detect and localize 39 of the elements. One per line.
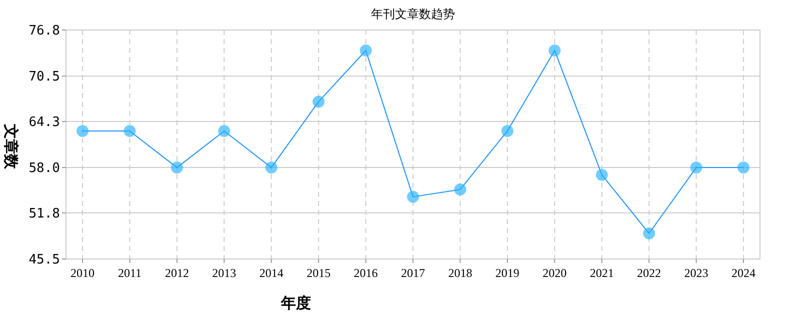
point [407, 190, 419, 203]
point [360, 44, 372, 56]
x-tick-label: 2019 [495, 266, 520, 280]
y-tick-label: 58.0 [28, 161, 60, 176]
point [596, 168, 608, 181]
y-tick-label: 51.8 [28, 206, 60, 222]
x-tick-label: 2018 [448, 266, 472, 280]
point [454, 183, 466, 196]
x-tick-label: 2024 [731, 266, 756, 280]
x-tick-label: 2022 [637, 266, 662, 280]
point [737, 162, 750, 174]
x-tick-label: 2023 [684, 266, 708, 280]
point [170, 162, 183, 174]
x-tick-label: 2015 [306, 266, 331, 280]
x-tick-label: 2014 [259, 266, 284, 280]
point [690, 162, 702, 174]
chart-title: 年刊文章数趋势 [371, 7, 455, 21]
x-tick-label: 2010 [70, 266, 95, 280]
point [312, 96, 325, 108]
y-tick-label: 64.3 [28, 115, 60, 130]
point [548, 44, 561, 56]
point [218, 124, 230, 137]
x-tick-label: 2017 [401, 266, 425, 280]
point [124, 124, 136, 137]
y-axis-title: 文章数 [2, 123, 20, 170]
point [643, 227, 656, 240]
x-tick-label: 2011 [118, 266, 142, 280]
x-tick-label: 2020 [542, 266, 567, 280]
x-tick-label: 2016 [354, 266, 378, 280]
y-tick-label: 70.5 [28, 70, 60, 85]
point [76, 124, 89, 137]
x-tick-label: 2021 [590, 266, 614, 280]
point [501, 124, 514, 137]
x-axis-title: 年度 [280, 294, 311, 312]
y-tick-label: 76.8 [28, 24, 60, 39]
y-tick-label: 45.5 [28, 252, 60, 268]
x-tick-label: 2012 [164, 266, 189, 280]
x-tick-label: 2013 [212, 266, 236, 280]
point [265, 162, 278, 174]
